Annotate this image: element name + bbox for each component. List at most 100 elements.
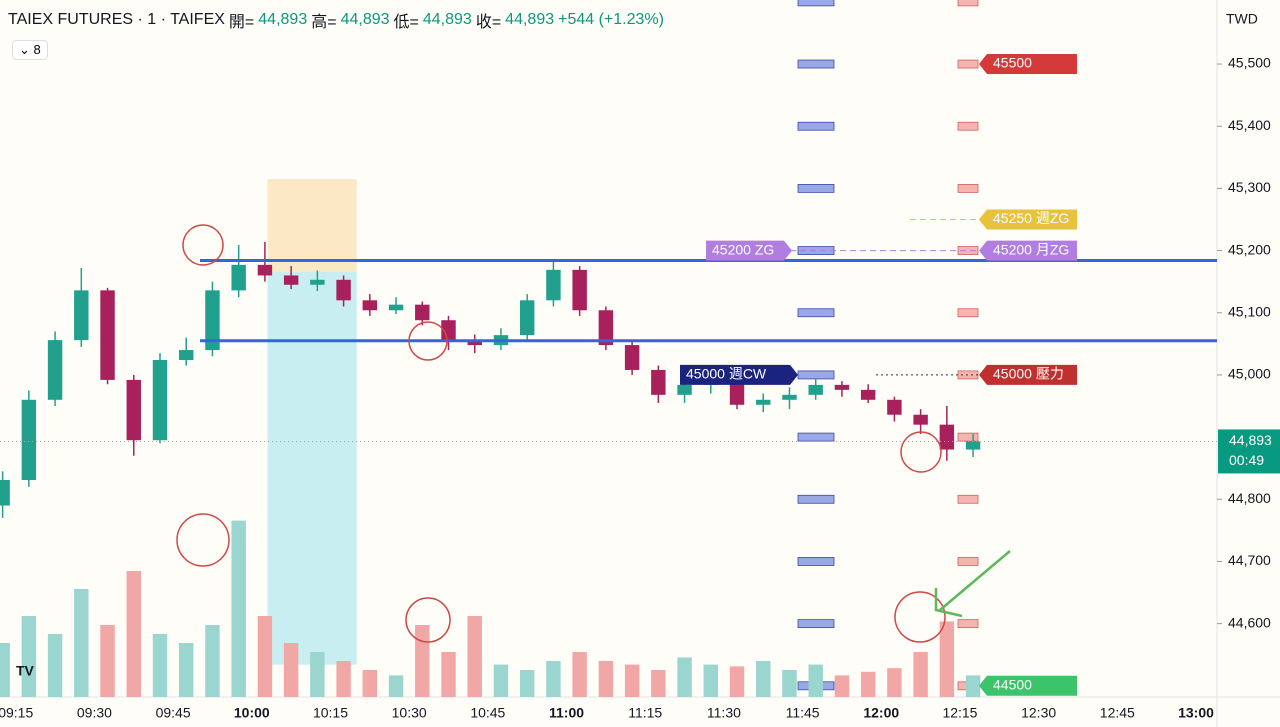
candle-body (808, 384, 823, 395)
logo: TV (16, 663, 35, 679)
candle-body (100, 290, 115, 380)
volume-profile (957, 681, 979, 691)
volume-bar (388, 675, 404, 697)
volume-bar (703, 664, 719, 697)
zone (267, 179, 357, 272)
volume-bar (362, 670, 378, 697)
zone (267, 271, 357, 665)
y-tick-label: 45,100 (1228, 303, 1271, 319)
currency: TWD (1226, 11, 1258, 27)
change: +544 (+1.23%) (558, 11, 664, 28)
x-tick-label: 11:45 (786, 705, 820, 721)
volume-bar (939, 621, 955, 697)
volume-bar (21, 616, 37, 697)
candle-body (834, 384, 850, 390)
indicator-toggle[interactable]: ⌄ 8 (12, 40, 48, 60)
candle-body (860, 389, 876, 400)
volume-bar (887, 668, 902, 697)
volume-bar (834, 675, 850, 697)
x-tick-label: 09:30 (77, 705, 112, 721)
level-label: 45500 (993, 55, 1032, 71)
level-tag (979, 240, 1077, 261)
candle-body (598, 310, 614, 346)
volume-bar (205, 625, 220, 697)
candle-body (677, 384, 692, 395)
candle-body (782, 394, 797, 400)
volume-bar (126, 571, 141, 697)
candle-body (572, 269, 587, 311)
x-tick-label: 12:45 (1100, 705, 1135, 721)
y-tick-label: 44,800 (1228, 490, 1271, 506)
candle-body (179, 350, 194, 361)
candle-body (703, 374, 719, 385)
volume-bar (965, 675, 981, 697)
x-tick-label: 12:30 (1021, 705, 1056, 721)
level-tag (979, 54, 1077, 75)
x-tick-label: 11:15 (628, 705, 662, 721)
candle-body (283, 275, 299, 285)
candle-body (467, 340, 482, 346)
y-tick-label: 45,000 (1228, 366, 1271, 382)
x-tick-label: 12:15 (942, 705, 977, 721)
volume-bar (310, 652, 325, 697)
volume-bar (493, 664, 509, 697)
volume-bar (467, 616, 482, 697)
volume-profile (797, 246, 835, 255)
candle-body (0, 480, 10, 506)
volume-profile (797, 59, 835, 69)
candle-body (152, 360, 168, 441)
volume-profile (957, 0, 979, 7)
arrow (934, 550, 1011, 618)
candle-body (965, 441, 981, 450)
candle-body (388, 304, 404, 311)
x-tick-label: 09:45 (156, 705, 191, 721)
volume-bar (651, 670, 666, 697)
candle-body (205, 290, 220, 351)
value: 44,893 (505, 11, 555, 28)
volume-profile (957, 246, 979, 255)
candle-body (257, 264, 273, 276)
volume-profile (957, 183, 979, 193)
volume-profile (797, 557, 835, 566)
value: 44,893 (258, 11, 308, 28)
volume-bar (624, 664, 640, 697)
level-tag (979, 675, 1077, 696)
x-tick-label: 10:15 (313, 705, 348, 721)
volume-bar (415, 625, 430, 697)
x-tick-label: 11:00 (549, 705, 584, 721)
candle-body (21, 399, 37, 481)
candle-body (336, 279, 351, 301)
x-tick-label: 10:45 (470, 705, 505, 721)
volume-profile (957, 121, 979, 131)
level-label: 45000 週CW (686, 366, 767, 382)
candle-body (624, 345, 640, 370)
level-label: 45200 月ZG (993, 241, 1069, 257)
label: 低= (393, 14, 419, 31)
candle-body (756, 399, 771, 405)
candle-body (441, 320, 456, 341)
volume-bar (729, 666, 745, 697)
level-label: 45000 壓力 (993, 366, 1064, 382)
level-tag (706, 240, 792, 261)
volume-profile (797, 619, 835, 629)
volume-profile (957, 59, 979, 69)
volume-bar (519, 670, 535, 697)
candle-body (47, 340, 63, 400)
level-tag (680, 364, 798, 385)
label: 高= (311, 14, 337, 31)
volume-bar (257, 616, 273, 697)
annotation-circles (176, 224, 946, 643)
candle-body (126, 379, 141, 441)
level-label: 44500 (993, 677, 1032, 693)
volume-profile (957, 557, 979, 566)
candle-body (887, 399, 902, 415)
candle-body (729, 374, 745, 405)
x-tick-label: 09:15 (0, 705, 33, 721)
y-tick-label: 45,300 (1228, 179, 1271, 195)
y-tick-label: 45,200 (1228, 241, 1271, 257)
candle-body (310, 279, 325, 285)
last-price-tag (1218, 429, 1280, 474)
y-tick-label: 45,400 (1228, 117, 1271, 133)
